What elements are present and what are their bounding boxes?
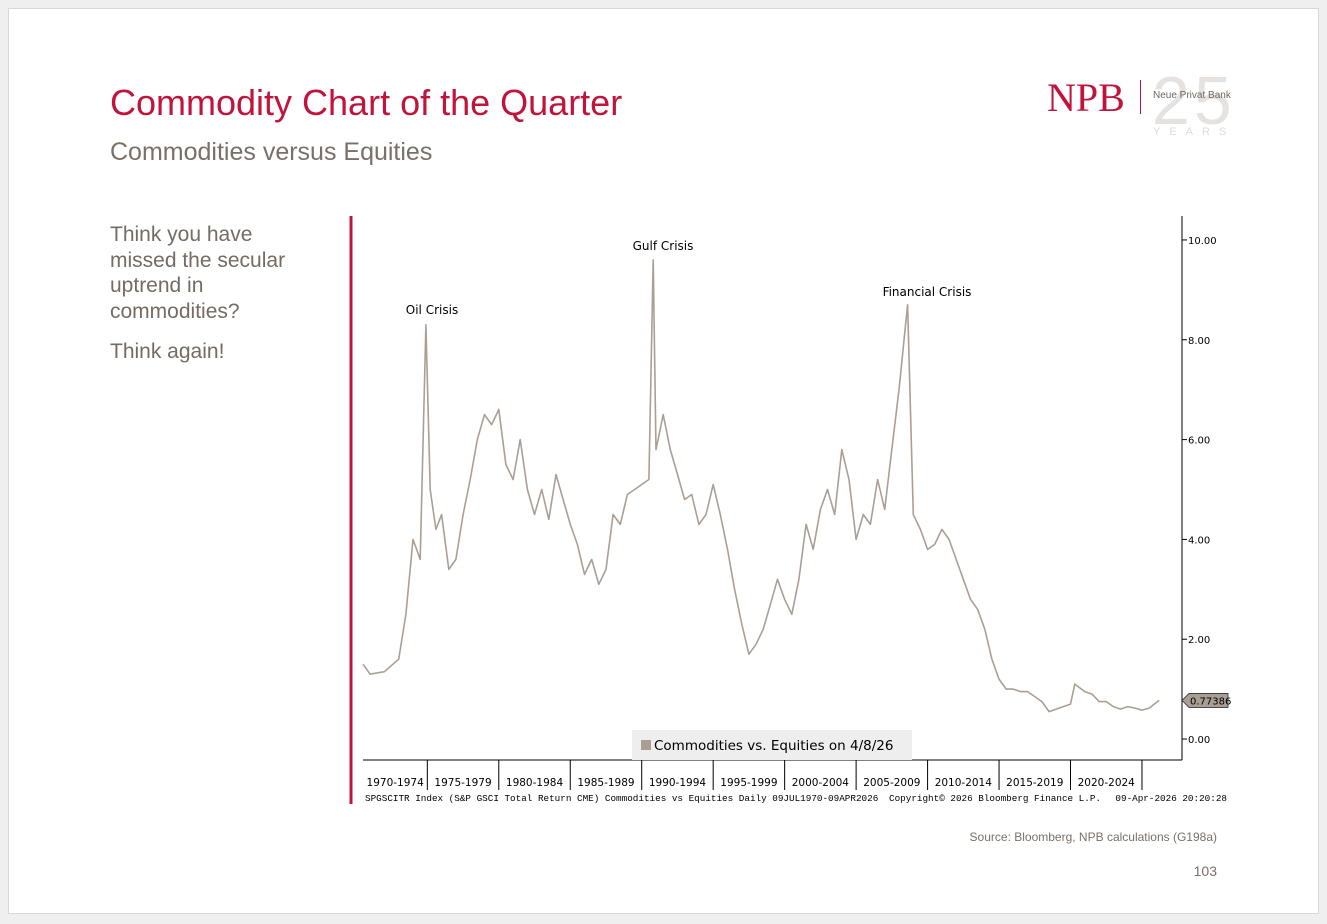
subtitle: Commodities versus Equities — [110, 138, 433, 166]
y-tick-label: 4.00 — [1188, 535, 1210, 546]
body-text: Think you have missed the secular uptren… — [110, 223, 286, 323]
logo-divider — [1140, 80, 1141, 114]
slide — [8, 8, 1319, 914]
logo-bank: Neue Privat Bank — [1153, 90, 1231, 101]
x-tick-label: 1985-1989 — [577, 777, 634, 789]
x-tick-label: 2010-2014 — [935, 777, 993, 789]
title: Commodity Chart of the Quarter — [110, 82, 623, 123]
x-tick-label: 1990-1994 — [649, 777, 707, 789]
logo-anniversary: 25 — [1152, 63, 1236, 139]
logo-brand: NPB — [1047, 75, 1125, 120]
footer: SPGSCITR Index (S&P GSCI Total Return CM… — [365, 793, 878, 804]
x-tick-label: 1995-1999 — [720, 777, 777, 789]
x-tick-label: 2020-2024 — [1078, 777, 1136, 789]
logo-years: YEARS — [1153, 126, 1236, 138]
legend — [632, 730, 912, 760]
y-tick-label: 0.00 — [1188, 735, 1210, 746]
last-value-box — [1181, 693, 1229, 708]
annotation: Gulf Crisis — [633, 239, 694, 253]
page-number: 103 — [1193, 863, 1217, 879]
x-tick-label: 2000-2004 — [792, 777, 850, 789]
line — [362, 259, 1160, 713]
y-tick-label: 2.00 — [1188, 635, 1210, 646]
footer: Copyright© 2026 Bloomberg Finance L.P. — [889, 793, 1101, 804]
body-text: Think again! — [110, 340, 225, 363]
y-tick-label: 8.00 — [1188, 336, 1210, 347]
x-tick-label: 1975-1979 — [434, 777, 491, 789]
x-tick-label: 1970-1974 — [367, 777, 425, 789]
annotation: Oil Crisis — [406, 303, 458, 317]
legend-label: Commodities vs. Equities on 4/8/26 — [654, 738, 894, 754]
last-value-label: 0.77386 — [1190, 696, 1231, 707]
footer: 09-Apr-2026 20:20:28 — [1115, 793, 1227, 804]
y-tick-label: 10.00 — [1188, 236, 1217, 247]
y-tick-label: 6.00 — [1188, 436, 1210, 447]
source: Source: Bloomberg, NPB calculations (G19… — [969, 830, 1217, 844]
legend-swatch — [641, 740, 651, 750]
x-tick-label: 1980-1984 — [506, 777, 564, 789]
x-tick-label: 2005-2009 — [863, 777, 920, 789]
annotation: Financial Crisis — [883, 285, 972, 299]
x-tick-label: 2015-2019 — [1006, 777, 1063, 789]
